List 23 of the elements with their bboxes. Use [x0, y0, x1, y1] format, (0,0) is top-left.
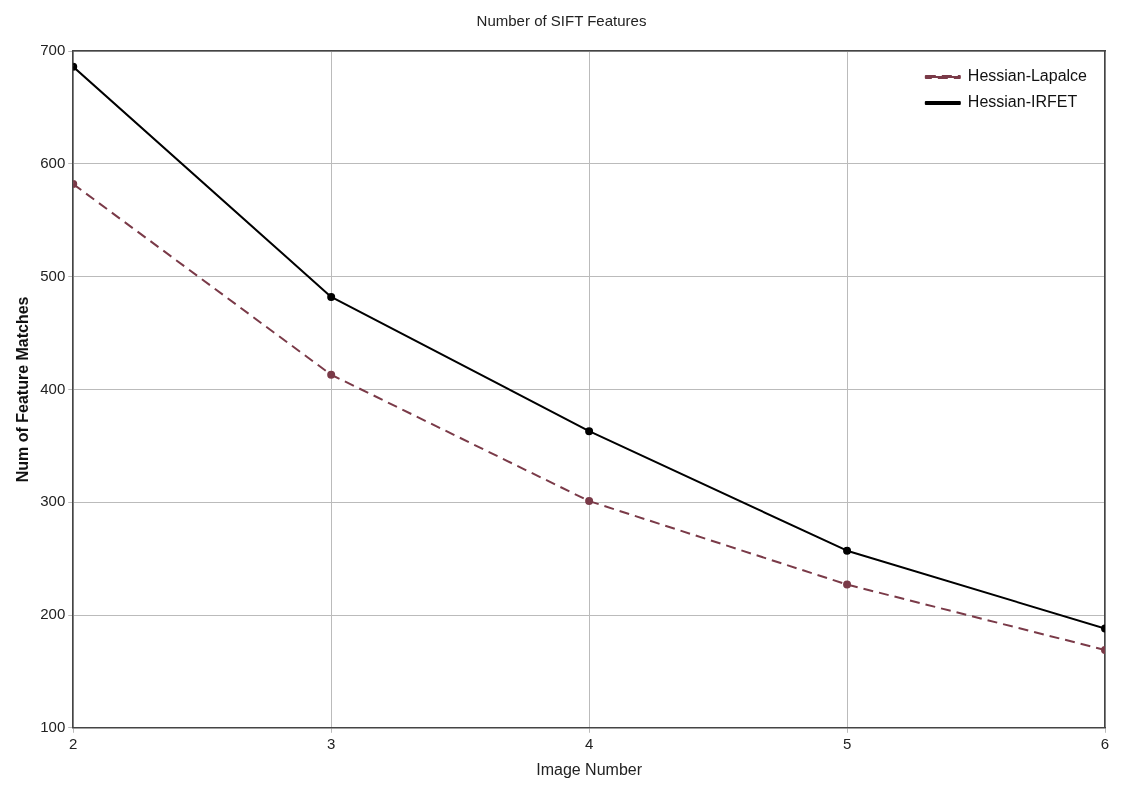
y-tick-label: 200	[40, 605, 66, 623]
y-tick-label: 100	[40, 717, 66, 735]
y-tick-label: 700	[40, 41, 66, 59]
x-tick-label: 3	[327, 734, 336, 752]
y-tick-label: 600	[40, 153, 66, 171]
point	[585, 497, 594, 506]
y-tick-label: 500	[40, 266, 66, 284]
x-tick-label: 2	[69, 734, 78, 752]
y-tick-label: 300	[40, 492, 66, 510]
x-axis-title: Image Number	[536, 760, 643, 778]
chart-title: Number of SIFT Features	[476, 12, 647, 30]
y-axis-title: Num of Feature Matches	[14, 296, 32, 483]
x-tick-label: 4	[584, 734, 594, 752]
legend-label: Hessian-IRFET	[967, 93, 1078, 111]
point	[585, 427, 594, 436]
x-tick-label: 6	[1100, 734, 1110, 752]
point	[843, 546, 852, 555]
point	[327, 370, 336, 379]
point	[327, 292, 336, 301]
x-tick-label: 5	[842, 734, 852, 752]
legend-label: Hessian-Lapalce	[967, 67, 1088, 85]
y-tick-label: 400	[40, 379, 66, 397]
point	[843, 580, 852, 589]
